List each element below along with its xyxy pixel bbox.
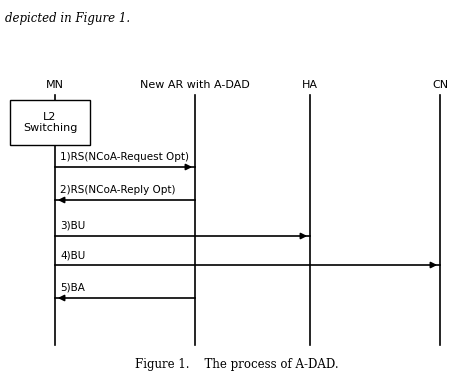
Text: HA: HA bbox=[302, 80, 318, 90]
Text: Figure 1.    The process of A-DAD.: Figure 1. The process of A-DAD. bbox=[135, 358, 339, 371]
Text: 5)BA: 5)BA bbox=[60, 283, 85, 293]
Text: 2)RS(NCoA-Reply Opt): 2)RS(NCoA-Reply Opt) bbox=[60, 185, 175, 195]
Text: 4)BU: 4)BU bbox=[60, 250, 85, 260]
Text: 3)BU: 3)BU bbox=[60, 221, 85, 231]
Bar bbox=[10, 100, 90, 145]
Text: CN: CN bbox=[432, 80, 448, 90]
Text: 1)RS(NCoA-Request Opt): 1)RS(NCoA-Request Opt) bbox=[60, 152, 189, 162]
Text: MN: MN bbox=[46, 80, 64, 90]
Text: depicted in Figure 1.: depicted in Figure 1. bbox=[5, 12, 130, 25]
Text: L2
Switching: L2 Switching bbox=[23, 112, 77, 133]
Text: New AR with A-DAD: New AR with A-DAD bbox=[140, 80, 250, 90]
